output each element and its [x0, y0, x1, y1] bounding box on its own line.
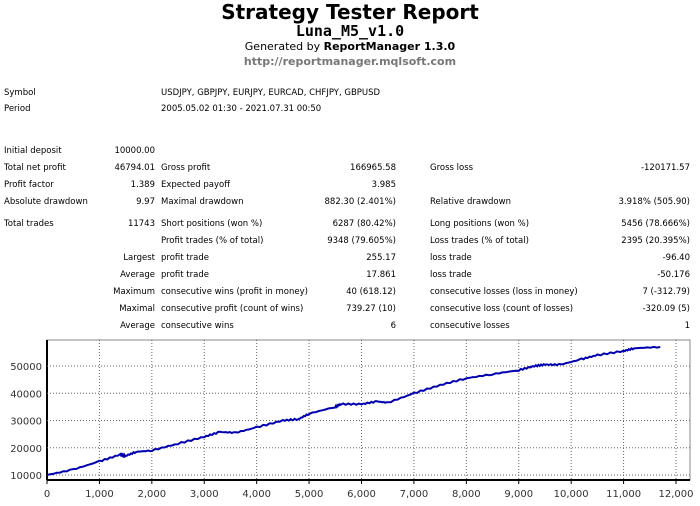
stat-label: Maximal drawdown: [161, 197, 244, 207]
stat-value: -96.40: [662, 253, 690, 263]
stat-value: 166965.58: [350, 163, 396, 173]
report-title: Strategy Tester Report: [221, 0, 479, 24]
x-tick-label: 12,000: [659, 489, 694, 500]
stat-label: Total trades: [4, 219, 54, 229]
y-tick-label: 40000: [10, 389, 42, 400]
stats-row: Maximum consecutive wins (profit in money…: [0, 287, 700, 301]
stat-value: 11743: [127, 219, 155, 229]
stat-label: Profit trades (% of total): [161, 236, 264, 246]
stat-value: 3.985: [371, 180, 396, 190]
symbol-label: Symbol: [4, 88, 36, 98]
x-tick-label: 3,000: [190, 489, 219, 500]
stat-value: 3.918% (505.90): [618, 197, 691, 207]
stat-value: Maximal: [119, 304, 155, 314]
stat-label: Absolute drawdown: [4, 197, 88, 207]
stat-label: consecutive wins (profit in money): [161, 287, 308, 297]
balance-line: [46, 345, 661, 476]
stat-value: 739.27 (10): [346, 304, 396, 314]
stat-value: 40 (618.12): [346, 287, 396, 297]
x-tick-label: 8,000: [452, 489, 481, 500]
x-tick-label: 2,000: [138, 489, 167, 500]
stat-value: -120171.57: [640, 163, 690, 173]
y-tick-label: 30000: [10, 417, 42, 428]
period-row: Period 2005.05.02 01:30 - 2021.07.31 00:5…: [0, 104, 700, 118]
stat-label: profit trade: [161, 270, 209, 280]
stat-value: -50.176: [657, 270, 690, 280]
x-tick-label: 6,000: [347, 489, 376, 500]
stat-value: Average: [120, 321, 155, 331]
stat-value: Largest: [123, 253, 155, 263]
symbol-row: Symbol USDJPY, GBPJPY, EURJPY, EURCAD, CH…: [0, 88, 700, 102]
stat-label: Long positions (won %): [430, 219, 530, 229]
x-tick-label: 10,000: [554, 489, 589, 500]
stat-value: 9348 (79.605%): [327, 236, 396, 246]
stats-row: Total trades 11743 Short positions (won %)…: [0, 219, 700, 233]
generator-url[interactable]: http://reportmanager.mqlsoft.com: [243, 55, 457, 68]
stat-value: 882.30 (2.401%): [324, 197, 397, 207]
x-tick-label: 5,000: [295, 489, 324, 500]
y-tick-label: 50000: [10, 362, 42, 373]
stat-label: consecutive profit (count of wins): [161, 304, 304, 314]
stat-label: Total net profit: [4, 163, 66, 173]
stat-label: Short positions (won %): [161, 219, 263, 229]
balance-chart: 0 1,000 2,000 3,000 4,000 5,000 6,000 7,000 8,00…: [10, 339, 694, 500]
stat-label: consecutive losses (loss in money): [430, 287, 578, 297]
stat-value: 2395 (20.395%): [621, 236, 690, 246]
stat-value: 5456 (78.666%): [621, 219, 690, 229]
generated-by: Generated by ReportManager 1.3.0: [0, 40, 700, 53]
stat-value: 46794.01: [114, 163, 155, 173]
stat-value: 1: [684, 321, 690, 331]
stat-label: Initial deposit: [4, 146, 62, 156]
stat-label: Loss trades (% of total): [430, 236, 529, 246]
stat-value: 10000.00: [114, 146, 155, 156]
stat-value: 1.389: [130, 180, 155, 190]
x-tick-label: 4,000: [242, 489, 271, 500]
symbol-value: USDJPY, GBPJPY, EURJPY, EURCAD, CHFJPY, …: [161, 88, 381, 98]
stat-value: 9.97: [136, 197, 155, 207]
x-tick-label: 0: [44, 489, 50, 500]
stat-label: profit trade: [161, 253, 209, 263]
plot-area: [46, 339, 691, 481]
stats-row: Initial deposit 10000.00: [0, 146, 700, 160]
stat-label: consecutive losses: [430, 321, 510, 331]
stat-value: 7 (-312.79): [642, 287, 690, 297]
x-tick-label: 7,000: [400, 489, 429, 500]
x-tick-label: 9,000: [504, 489, 533, 500]
stats-row: Largest profit trade 255.17 loss trade -96.4…: [0, 253, 700, 267]
stat-value: 255.17: [366, 253, 396, 263]
stat-value: Average: [120, 270, 155, 280]
stat-label: loss trade: [430, 253, 472, 263]
y-tick-label: 10000: [10, 471, 42, 482]
stat-label: loss trade: [430, 270, 472, 280]
y-tick-label: 20000: [10, 444, 42, 455]
stat-label: consecutive loss (count of losses): [430, 304, 574, 314]
stat-label: Gross loss: [430, 163, 474, 173]
x-tick-label: 11,000: [606, 489, 641, 500]
stat-value: -320.09 (5): [642, 304, 690, 314]
stats-row: Profit factor 1.389 Expected payoff 3.985: [0, 180, 700, 194]
stat-label: Gross profit: [161, 163, 211, 173]
generator-name: ReportManager 1.3.0: [323, 40, 456, 53]
period-value: 2005.05.02 01:30 - 2021.07.31 00:50: [161, 104, 322, 114]
report-subtitle: Luna_M5_v1.0: [295, 22, 405, 40]
stat-value: 17.861: [366, 270, 396, 280]
stats-row: Profit trades (% of total) 9348 (79.605%)…: [0, 236, 700, 250]
period-label: Period: [4, 104, 31, 114]
stats-row: Average consecutive wins 6 consecutive loss…: [0, 321, 700, 335]
stats-row: Average profit trade 17.861 loss trade -50.1…: [0, 270, 700, 284]
stat-label: Expected payoff: [161, 180, 231, 190]
x-tick-label: 1,000: [85, 489, 114, 500]
stats-row: Maximal consecutive profit (count of wins…: [0, 304, 700, 318]
generated-prefix: Generated by: [244, 40, 324, 53]
stat-label: consecutive wins: [161, 321, 234, 331]
stat-label: Profit factor: [4, 180, 54, 190]
stat-value: 6: [390, 321, 396, 331]
stat-value: Maximum: [113, 287, 155, 297]
stat-label: Relative drawdown: [430, 197, 511, 207]
stat-value: 6287 (80.42%): [332, 219, 396, 229]
stats-row: Total net profit 46794.01 Gross profit 1669…: [0, 163, 700, 177]
stats-row: Absolute drawdown 9.97 Maximal drawdown 882…: [0, 197, 700, 211]
